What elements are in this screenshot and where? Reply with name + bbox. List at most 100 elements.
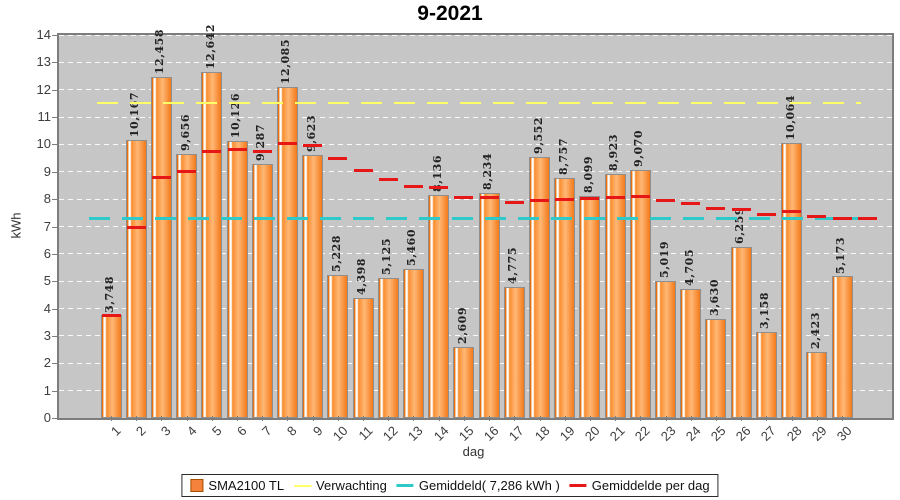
y-tick: [52, 418, 57, 419]
legend: SMA2100 TL Verwachting Gemiddeld( 7,286 kW…: [181, 474, 719, 497]
legend-item: Gemiddeld( 7,286 kWh ): [396, 478, 560, 493]
bar: [276, 87, 298, 418]
x-tick: [842, 416, 843, 421]
x-tick: [287, 416, 289, 421]
bar: [402, 268, 424, 418]
x-tick: [161, 416, 163, 421]
y-tick-label: 3: [43, 327, 51, 343]
y-tick: [52, 144, 57, 146]
gridline: [59, 362, 892, 364]
gemiddelde-per-dag-segment: [227, 148, 247, 152]
x-tick: [665, 416, 667, 421]
gemiddelde-per-dag-segment: [807, 215, 827, 219]
y-tick: [52, 308, 57, 310]
y-tick-label: 8: [43, 191, 51, 207]
legend-label: Gemiddelde per dag: [591, 478, 710, 493]
x-tick: [514, 416, 516, 421]
y-tick-label: 13: [36, 54, 51, 70]
gemiddelde-per-dag-segment: [328, 156, 348, 160]
chart-title: 9-2021: [417, 2, 483, 25]
y-tick: [52, 363, 57, 365]
y-tick: [52, 89, 57, 91]
x-tick: [715, 416, 717, 421]
bar: [503, 287, 525, 418]
bar-value-label: 9,656: [178, 113, 192, 151]
x-tick: [615, 416, 617, 421]
bar: [428, 195, 450, 418]
verwachting-line: [97, 102, 861, 105]
y-tick-label: 1: [43, 382, 51, 398]
x-tick: [564, 416, 566, 421]
y-tick-label: 5: [43, 273, 51, 289]
y-tick: [52, 390, 57, 392]
bar: [806, 351, 828, 418]
bar-value-label: 8,099: [581, 156, 595, 194]
y-tick: [52, 199, 57, 201]
bar: [478, 192, 500, 418]
gemiddelde-per-dag-segment: [832, 217, 852, 221]
gemiddelde-per-dag-segment: [555, 197, 575, 201]
bar: [579, 196, 601, 418]
bar-value-label: 2,609: [455, 306, 469, 344]
bar: [201, 72, 223, 418]
y-tick-label: 6: [43, 245, 51, 261]
bar-value-label: 5,173: [834, 236, 847, 274]
gemiddelde-per-dag-segment: [177, 170, 197, 174]
y-tick: [52, 226, 57, 228]
bar-value-label: 10,167: [128, 91, 142, 137]
gemiddeld-line: [89, 217, 861, 221]
line-swatch-icon: [569, 484, 587, 487]
bar-value-label: 4,398: [355, 257, 369, 295]
x-tick: [539, 416, 541, 421]
y-tick: [52, 35, 57, 36]
x-axis-title: dag: [462, 444, 485, 459]
gemiddelde-per-dag-segment: [126, 226, 146, 230]
gridline: [59, 226, 892, 227]
bar-value-label: 3,630: [707, 278, 721, 316]
bar-value-label: 8,757: [556, 138, 570, 176]
x-tick: [111, 416, 112, 421]
x-tick: [463, 416, 465, 421]
bar-value-label: 12,458: [153, 29, 167, 75]
gemiddelde-per-dag-segment: [681, 202, 701, 206]
bar: [781, 142, 803, 418]
gemiddelde-per-dag-segment: [277, 142, 297, 146]
bar-value-label: 2,423: [808, 311, 822, 349]
bar: [755, 331, 777, 418]
gemiddelde-per-dag-segment: [504, 201, 524, 205]
bar-value-label: 12,085: [279, 39, 293, 85]
gemiddelde-per-dag-segment: [151, 176, 171, 179]
bar-value-label: 10,064: [783, 94, 797, 140]
x-tick: [438, 416, 440, 421]
bar-value-label: 9,552: [531, 116, 545, 154]
gemiddelde-per-dag-segment: [101, 313, 121, 317]
y-tick: [52, 62, 57, 64]
x-tick: [766, 416, 768, 421]
bar-value-label: 5,228: [329, 235, 343, 272]
y-tick-label: 12: [36, 81, 51, 97]
bar: [377, 277, 399, 418]
line-swatch-icon: [294, 484, 312, 487]
bar: [680, 289, 702, 418]
y-tick-label: 0: [43, 410, 51, 425]
y-tick-label: 14: [36, 27, 51, 42]
bar-value-label: 8,234: [481, 152, 495, 190]
gemiddelde-per-dag-segment: [706, 206, 726, 210]
x-tick: [690, 416, 692, 421]
series-swatch-icon: [190, 479, 204, 492]
bar: [529, 156, 551, 418]
y-tick-label: 4: [43, 300, 51, 316]
bar-value-label: 9,070: [632, 129, 646, 167]
y-tick-label: 7: [43, 218, 51, 234]
gridline: [59, 308, 892, 310]
bar: [125, 139, 147, 418]
bar: [302, 154, 324, 418]
x-tick: [640, 416, 642, 421]
bar: [453, 346, 475, 418]
line-swatch-icon: [396, 484, 414, 487]
y-tick: [52, 281, 57, 283]
bar: [730, 246, 752, 418]
bar-value-label: 9,287: [254, 123, 268, 161]
bar-value-label: 5,019: [657, 240, 671, 278]
